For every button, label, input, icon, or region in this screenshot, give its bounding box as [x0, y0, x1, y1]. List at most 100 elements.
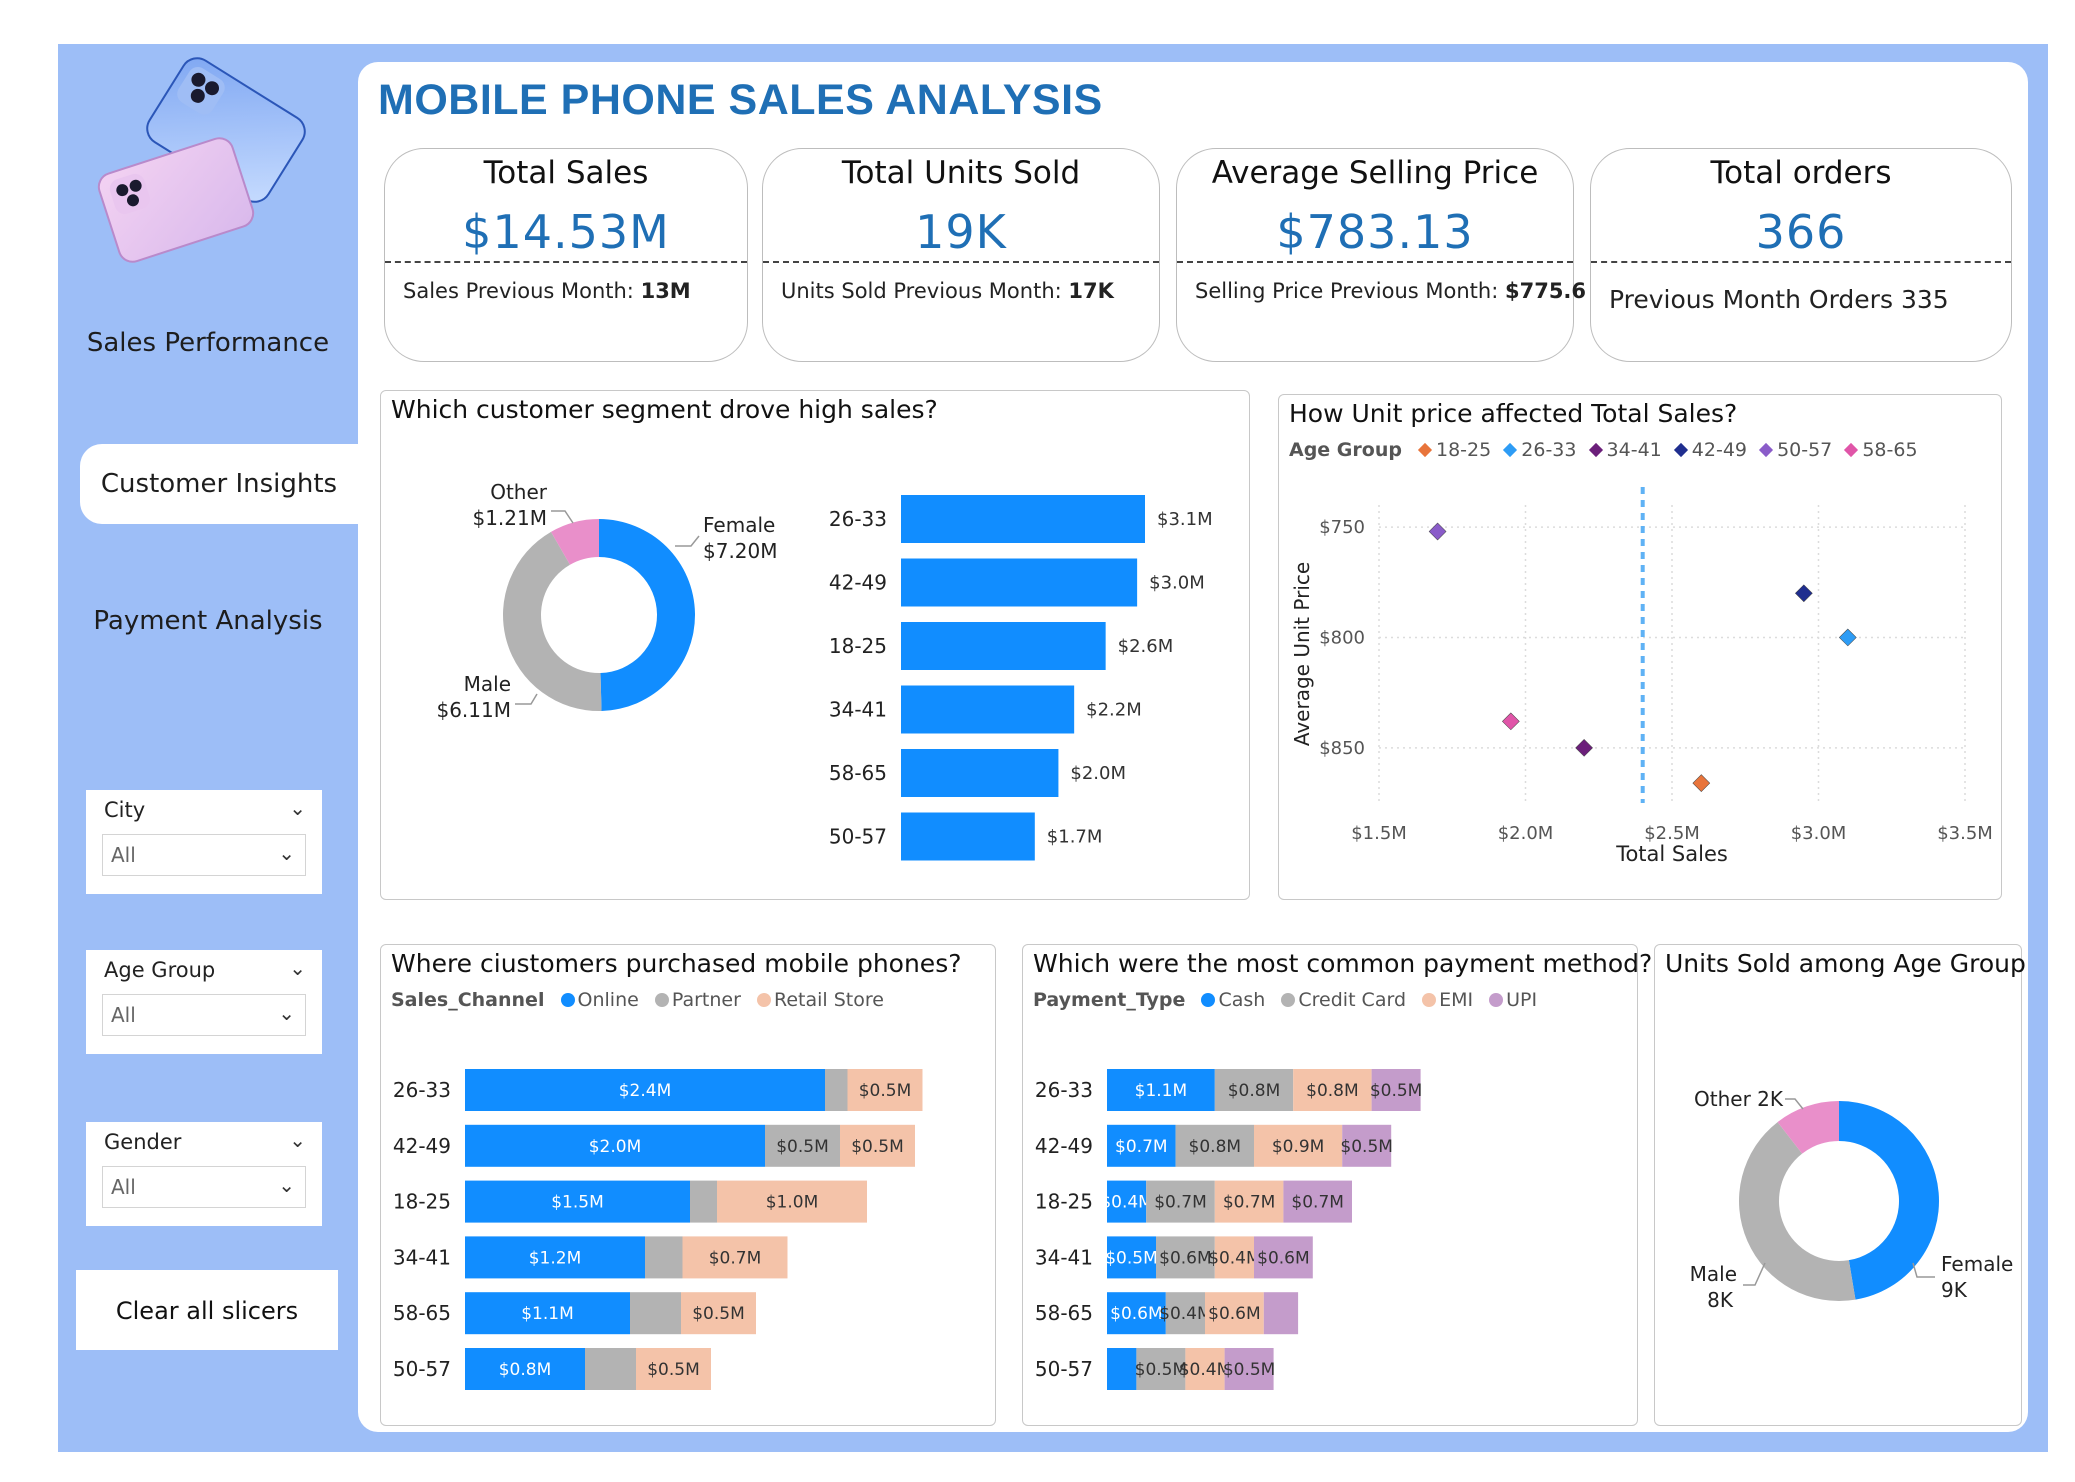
donut-slice-other[interactable]: [1777, 1101, 1839, 1154]
stacked-bar-segment-online[interactable]: [465, 1348, 585, 1390]
legend-item[interactable]: Cash: [1218, 989, 1266, 1011]
donut-slice-male[interactable]: [503, 531, 602, 711]
nav-customer-insights[interactable]: Customer Insights: [80, 444, 358, 524]
chevron-down-icon[interactable]: ⌄: [289, 796, 306, 820]
kpi-card-total-units-sold[interactable]: Total Units Sold 19K Units Sold Previous…: [762, 148, 1160, 362]
stacked-bar-segment-partner[interactable]: [630, 1292, 681, 1335]
city-dropdown[interactable]: All ⌄: [102, 834, 306, 876]
customer-segment-chart[interactable]: Female$7.20M Male$6.11M Other$1.21M 26-33 $3…: [381, 391, 1249, 899]
stacked-bar-segment-online[interactable]: [465, 1124, 765, 1167]
bar[interactable]: [901, 812, 1035, 861]
stacked-bar-segment-credit-card[interactable]: [1156, 1236, 1215, 1279]
legend-item[interactable]: Online: [577, 989, 639, 1011]
chevron-down-icon[interactable]: ⌄: [278, 1001, 295, 1025]
stacked-bar-segment-credit-card[interactable]: [1165, 1292, 1205, 1335]
stacked-bar-segment-credit-card[interactable]: [1175, 1124, 1254, 1167]
stacked-bar-segment-upi[interactable]: [1254, 1236, 1313, 1279]
stacked-bar-segment-emi[interactable]: [1214, 1180, 1284, 1223]
donut-slice-male[interactable]: [1739, 1122, 1856, 1301]
stacked-bar-segment-retail-store[interactable]: [636, 1348, 711, 1390]
legend-item[interactable]: UPI: [1506, 989, 1538, 1011]
stacked-bar-segment-partner[interactable]: [585, 1348, 636, 1390]
kpi-card-average-selling-price[interactable]: Average Selling Price $783.13 Selling Pr…: [1176, 148, 1586, 362]
gender-slicer[interactable]: Gender ⌄ All ⌄: [86, 1122, 322, 1226]
legend-item[interactable]: EMI: [1439, 989, 1474, 1011]
customer-segment-panel[interactable]: Which customer segment drove high sales?…: [380, 390, 1250, 900]
kpi-card-total-sales[interactable]: Total Sales $14.53M Sales Previous Month…: [384, 148, 748, 362]
gender-dropdown[interactable]: All ⌄: [102, 1166, 306, 1208]
legend-item[interactable]: Credit Card: [1298, 989, 1407, 1011]
stacked-bar-segment-online[interactable]: [465, 1180, 690, 1223]
stacked-bar-segment-credit-card[interactable]: [1136, 1348, 1186, 1390]
stacked-bar-segment-cash[interactable]: [1107, 1180, 1147, 1223]
scatter-point-18-25[interactable]: [1692, 774, 1711, 792]
stacked-bar-segment-emi[interactable]: [1254, 1124, 1343, 1167]
bar[interactable]: [901, 749, 1059, 797]
scatter-point-42-49[interactable]: [1795, 584, 1813, 603]
stacked-bar-segment-emi[interactable]: [1214, 1236, 1254, 1279]
stacked-bar-segment-emi[interactable]: [1293, 1069, 1372, 1111]
donut-slice-other[interactable]: [551, 519, 599, 565]
stacked-bar-segment-cash[interactable]: [1107, 1124, 1176, 1167]
stacked-bar-segment-upi[interactable]: [1263, 1292, 1299, 1335]
stacked-bar-segment-upi[interactable]: [1224, 1348, 1274, 1390]
scatter-point-34-41[interactable]: [1575, 738, 1593, 757]
stacked-bar-segment-emi[interactable]: [1205, 1292, 1264, 1335]
scatter-point-58-65[interactable]: [1502, 712, 1520, 731]
scatter-point-50-57[interactable]: [1428, 522, 1447, 541]
sales-channel-panel[interactable]: Where ciustomers purchased mobile phones…: [380, 944, 996, 1426]
stacked-bar-segment-retail-store[interactable]: [847, 1069, 923, 1111]
stacked-bar-segment-cash[interactable]: [1107, 1348, 1137, 1390]
donut-slice-female[interactable]: [1839, 1101, 1939, 1300]
stacked-bar-segment-online[interactable]: [465, 1236, 645, 1279]
stacked-bar-segment-credit-card[interactable]: [1214, 1069, 1294, 1111]
chevron-down-icon[interactable]: ⌄: [278, 841, 295, 865]
legend-item[interactable]: 42-49: [1691, 439, 1748, 461]
unit-price-scatter-chart[interactable]: $1.5M $2.0M $2.5M $3.0M $3.5M $850 $800 $750 Tot…: [1279, 395, 2001, 899]
age-group-dropdown[interactable]: All ⌄: [102, 994, 306, 1036]
legend-item[interactable]: 50-57: [1777, 439, 1833, 461]
legend-item[interactable]: Retail Store: [773, 989, 884, 1011]
stacked-bar-segment-partner[interactable]: [690, 1180, 717, 1223]
scatter-point-26-33[interactable]: [1838, 628, 1857, 647]
units-by-age-panel[interactable]: Units Sold among Age Group Female 9K Male 8…: [1654, 944, 2026, 1426]
stacked-bar-segment-retail-store[interactable]: [717, 1180, 867, 1223]
bar[interactable]: [901, 495, 1145, 543]
payment-method-panel[interactable]: Which were the most common payment metho…: [1022, 944, 1652, 1426]
chevron-down-icon[interactable]: ⌄: [289, 1128, 306, 1152]
stacked-bar-segment-retail-store[interactable]: [840, 1124, 915, 1167]
legend-item[interactable]: 58-65: [1862, 439, 1918, 461]
stacked-bar-segment-cash[interactable]: [1107, 1292, 1166, 1335]
stacked-bar-segment-upi[interactable]: [1371, 1069, 1421, 1111]
payment-method-stacked-bar-chart[interactable]: 26-33 $1.1M $0.8M $0.8M $0.5M 42-49 $0.7M $0.8M…: [1023, 945, 1637, 1425]
stacked-bar-segment-emi[interactable]: [1185, 1348, 1225, 1390]
bar[interactable]: [901, 685, 1075, 734]
stacked-bar-segment-upi[interactable]: [1283, 1180, 1352, 1223]
donut-slice-female[interactable]: [599, 519, 695, 711]
stacked-bar-segment-partner[interactable]: [645, 1236, 683, 1279]
nav-sales-performance[interactable]: Sales Performance: [86, 328, 330, 358]
stacked-bar-segment-cash[interactable]: [1107, 1069, 1215, 1111]
stacked-bar-segment-partner[interactable]: [765, 1124, 840, 1167]
stacked-bar-segment-credit-card[interactable]: [1146, 1180, 1215, 1223]
legend-item[interactable]: 18-25: [1436, 439, 1492, 461]
chevron-down-icon[interactable]: ⌄: [289, 956, 306, 980]
stacked-bar-segment-retail-store[interactable]: [682, 1236, 788, 1279]
legend-item[interactable]: Partner: [671, 989, 741, 1011]
age-group-slicer[interactable]: Age Group ⌄ All ⌄: [86, 950, 322, 1054]
bar[interactable]: [901, 558, 1138, 607]
chevron-down-icon[interactable]: ⌄: [278, 1173, 295, 1197]
stacked-bar-segment-upi[interactable]: [1342, 1124, 1392, 1167]
kpi-card-total-orders[interactable]: Total orders 366 Previous Month Orders 3…: [1590, 148, 2012, 362]
stacked-bar-segment-partner[interactable]: [825, 1069, 848, 1111]
stacked-bar-segment-online[interactable]: [465, 1292, 630, 1335]
stacked-bar-segment-cash[interactable]: [1107, 1236, 1156, 1279]
legend-item[interactable]: 26-33: [1521, 439, 1577, 461]
stacked-bar-segment-online[interactable]: [465, 1069, 825, 1111]
unit-price-scatter-panel[interactable]: How Unit price affected Total Sales? Age…: [1278, 394, 2002, 900]
bar[interactable]: [901, 622, 1106, 670]
nav-payment-analysis[interactable]: Payment Analysis: [93, 606, 323, 636]
city-slicer[interactable]: City ⌄ All ⌄: [86, 790, 322, 894]
clear-all-slicers-button[interactable]: Clear all slicers: [76, 1270, 338, 1350]
